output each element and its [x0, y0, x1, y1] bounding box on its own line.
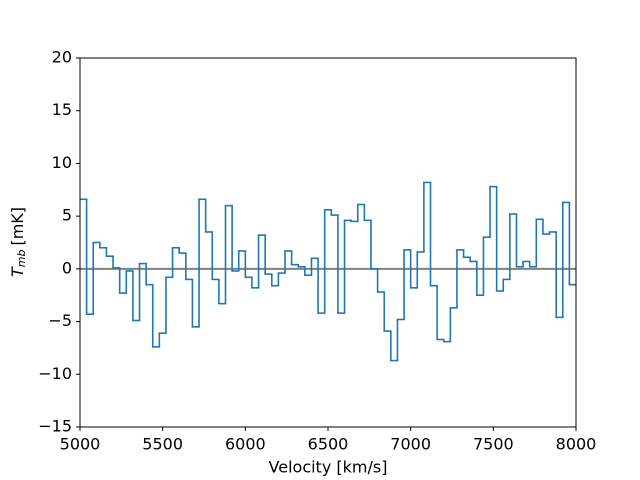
- x-tick-label: 5000: [60, 435, 101, 454]
- x-tick-label: 6000: [225, 435, 266, 454]
- y-tick-label: 15: [52, 100, 72, 119]
- y-tick-label: 10: [52, 153, 72, 172]
- x-tick-label: 7000: [390, 435, 431, 454]
- y-label-symbol: T: [8, 266, 27, 277]
- plot-frame: [79, 57, 577, 428]
- step-riser: [85, 182, 571, 361]
- y-tick-label: −15: [38, 417, 72, 436]
- y-tick-label: 20: [52, 48, 72, 67]
- y-tick-label: 0: [62, 258, 72, 277]
- x-tick-label: 5500: [142, 435, 183, 454]
- y-axis-label: Tmb [mK]: [8, 207, 29, 277]
- y-label-unit: [mK]: [8, 207, 27, 246]
- step-series: [80, 181, 576, 362]
- y-tick-label: 5: [62, 206, 72, 225]
- y-tick-label: −10: [38, 364, 72, 383]
- x-axis-label: Velocity [km/s]: [269, 458, 388, 477]
- y-tick-label: −5: [48, 311, 72, 330]
- y-label-subscript: mb: [15, 250, 28, 268]
- x-tick-label: 7500: [473, 435, 514, 454]
- x-tick-label: 8000: [556, 435, 597, 454]
- x-tick-label: 6500: [308, 435, 349, 454]
